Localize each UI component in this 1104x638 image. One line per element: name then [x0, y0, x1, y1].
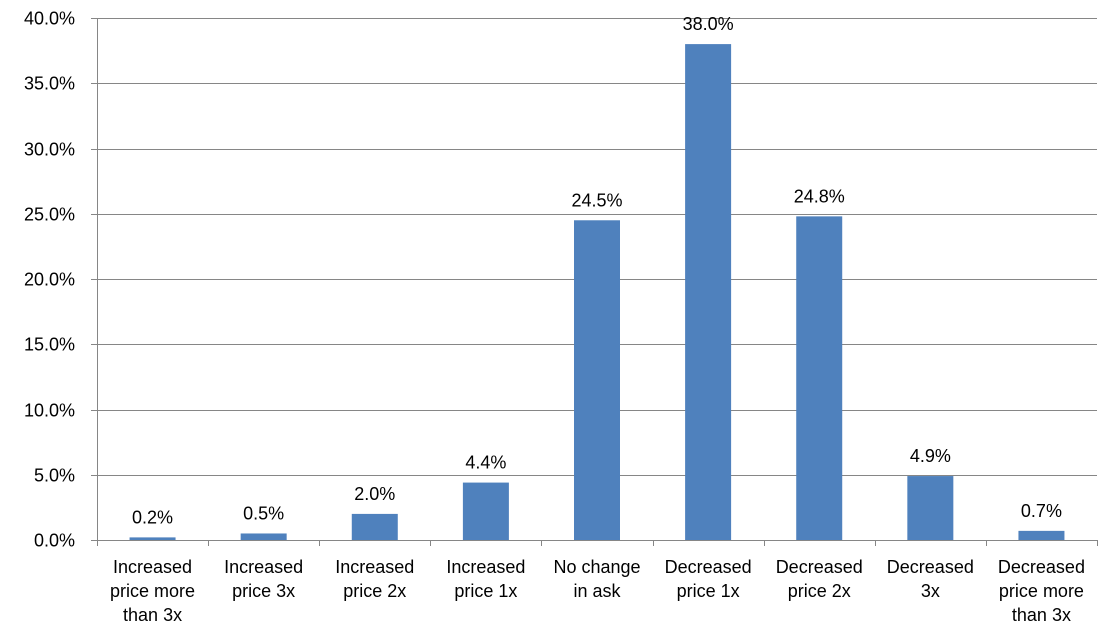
y-tick-label: 10.0% — [24, 401, 75, 421]
x-category-label: Decreased price 2x — [776, 557, 863, 601]
x-category-label-line: Increased — [224, 557, 303, 577]
x-category-label-line: Decreased — [887, 557, 974, 577]
data-label: 24.8% — [794, 186, 845, 206]
x-category-label-line: 3x — [921, 581, 940, 601]
x-category-label-line: than 3x — [1012, 605, 1071, 625]
x-category-label-line: Increased — [446, 557, 525, 577]
data-label: 24.5% — [571, 190, 622, 210]
bar — [351, 513, 398, 540]
data-label: 2.0% — [354, 484, 395, 504]
data-label: 4.4% — [465, 453, 506, 473]
x-category-label-line: than 3x — [123, 605, 182, 625]
x-category-label-line: No change — [553, 557, 640, 577]
x-category-label-line: price 1x — [677, 581, 740, 601]
bar — [240, 533, 287, 540]
y-tick-label: 35.0% — [24, 74, 75, 94]
bar — [462, 482, 509, 540]
x-category-label: No change in ask — [553, 557, 640, 601]
bar — [129, 537, 176, 540]
bar — [907, 476, 954, 540]
y-tick-label: 30.0% — [24, 140, 75, 160]
x-category-label-line: Decreased — [998, 557, 1085, 577]
x-category-label-line: in ask — [573, 581, 621, 601]
x-category-label: Increased price 2x — [335, 557, 414, 601]
data-label: 0.7% — [1021, 501, 1062, 521]
x-category-label-line: price 3x — [232, 581, 295, 601]
x-category-label-line: price 2x — [788, 581, 851, 601]
x-category-label-line: price 2x — [343, 581, 406, 601]
data-label: 0.2% — [132, 507, 173, 527]
data-label: 0.5% — [243, 503, 284, 523]
x-category-label-line: price more — [110, 581, 195, 601]
x-category-label-line: Increased — [335, 557, 414, 577]
y-tick-label: 5.0% — [34, 466, 75, 486]
bar — [685, 44, 732, 540]
x-category-label: Decreased 3x — [887, 557, 974, 601]
y-tick-label: 25.0% — [24, 205, 75, 225]
x-category-label: Increased price more than 3x — [110, 557, 195, 625]
y-axis-tick-labels: 0.0% 5.0% 10.0% 15.0% 20.0% 25.0% 30.0% 35.0% 40… — [24, 9, 75, 551]
x-category-label: Increased price 1x — [446, 557, 525, 601]
y-tick-label: 15.0% — [24, 335, 75, 355]
bar — [1018, 530, 1065, 540]
bar — [574, 220, 620, 540]
x-category-label-line: price 1x — [454, 581, 517, 601]
bar — [796, 216, 843, 541]
bars — [129, 44, 1065, 541]
data-label: 38.0% — [683, 14, 734, 34]
axes — [91, 18, 1098, 546]
x-category-label-line: Decreased — [776, 557, 863, 577]
y-tick-label: 40.0% — [24, 9, 75, 29]
x-category-label-line: Decreased — [665, 557, 752, 577]
data-labels: 0.2% 0.5% 2.0% 4.4% 24.5% 38.0% 24.8% 4.9% 0.7% — [132, 14, 1062, 527]
x-category-label: Decreased price more than 3x — [998, 557, 1085, 625]
x-axis-category-labels: Increased price more than 3x Increased price… — [110, 557, 1085, 625]
x-category-label-line: Increased — [113, 557, 192, 577]
x-category-label-line: price more — [999, 581, 1084, 601]
data-label: 4.9% — [910, 446, 951, 466]
y-tick-label: 20.0% — [24, 270, 75, 290]
x-category-label: Increased price 3x — [224, 557, 303, 601]
x-category-label: Decreased price 1x — [665, 557, 752, 601]
y-tick-label: 0.0% — [34, 531, 75, 551]
